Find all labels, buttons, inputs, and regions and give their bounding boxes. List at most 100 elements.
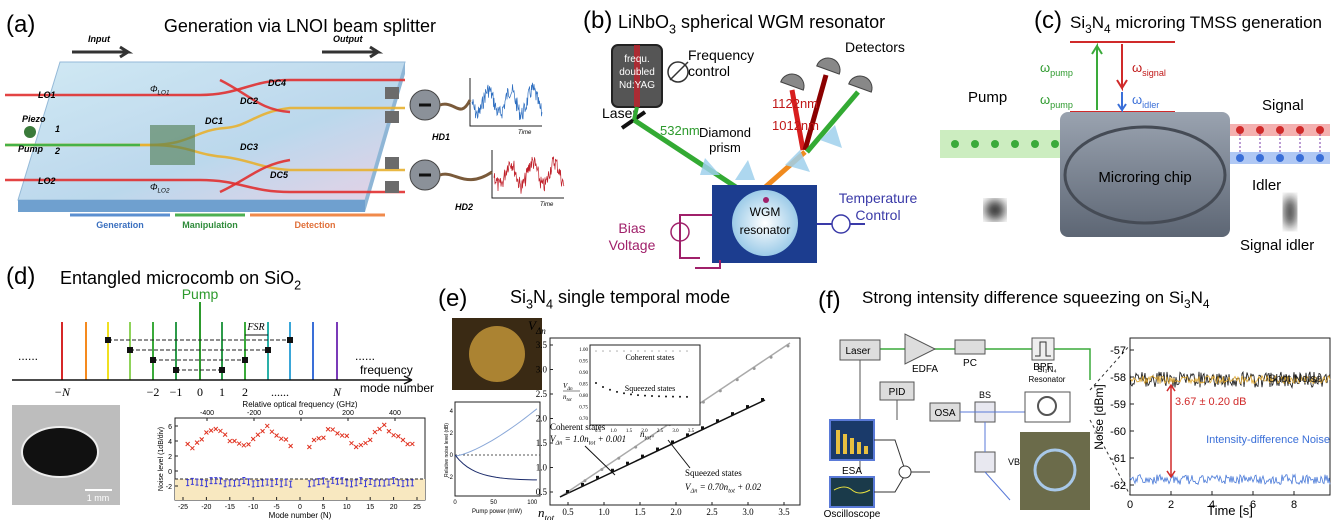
tick-label: 0	[298, 504, 302, 511]
label: Pump	[182, 286, 219, 302]
label: frequ.	[624, 54, 650, 65]
data-point	[195, 441, 199, 445]
label: frequency	[360, 363, 413, 377]
label: Si₃N₄	[1037, 365, 1056, 374]
component	[1032, 338, 1054, 360]
tick-label: 15	[366, 504, 374, 511]
subscript: 4	[546, 297, 553, 311]
text-part: LiNbO	[618, 12, 669, 32]
data-point	[637, 394, 639, 396]
tick-label: 8	[1291, 499, 1297, 511]
label: Nd:YAG	[619, 80, 655, 91]
tick-label: 1.5	[626, 429, 633, 434]
data-point	[595, 350, 597, 352]
data-point	[616, 391, 618, 393]
data-point	[581, 483, 584, 486]
tick-label: 0.75	[579, 406, 588, 411]
tick-label: 4	[168, 439, 172, 446]
tick-label: 3.0	[672, 429, 679, 434]
tick-label: 1.0	[610, 429, 617, 434]
data-point	[396, 434, 400, 438]
label: HD1	[432, 132, 450, 142]
data-point	[261, 429, 265, 433]
data-point	[340, 433, 344, 437]
photon	[1296, 154, 1304, 162]
text-part: N	[1191, 288, 1203, 307]
data-point	[583, 479, 586, 482]
detector-sign	[419, 104, 431, 107]
label: HD2	[455, 202, 473, 212]
panel-label: (f)	[818, 287, 841, 314]
data-point	[247, 442, 251, 446]
photon	[1276, 154, 1284, 162]
label: VΔn	[563, 382, 573, 392]
data-point	[359, 443, 363, 447]
data-point	[746, 405, 749, 408]
label: 1	[55, 124, 60, 134]
subscript: LO1	[158, 90, 170, 97]
label: FSR	[246, 322, 264, 333]
data-point	[617, 457, 620, 460]
data-point	[232, 439, 236, 443]
label: Shot Noise	[1268, 373, 1322, 385]
subscript: Δn	[555, 440, 563, 447]
label: doubled	[619, 67, 655, 78]
tick-label: -25	[178, 504, 188, 511]
tick-label: -58	[1110, 372, 1126, 384]
spectrum-bar	[836, 430, 840, 454]
label: Relative noise level (dB)	[444, 423, 450, 477]
panel-title: Strong intensity difference squeezing on…	[862, 288, 1210, 311]
data-point	[641, 455, 644, 458]
data-point	[665, 396, 667, 398]
tick-label: 1.5	[634, 507, 646, 517]
label: 0	[197, 385, 203, 399]
signal-trace	[472, 83, 542, 120]
data-point	[602, 386, 604, 388]
data-point	[651, 395, 653, 397]
subscript: idler	[1142, 100, 1159, 110]
label: ωidler	[1132, 92, 1159, 110]
data-point	[214, 427, 218, 431]
text-part: microring TMSS generation	[1111, 13, 1322, 32]
label: LO2	[38, 176, 56, 186]
subscript: signal	[1142, 68, 1166, 78]
screen	[830, 477, 874, 507]
label: Noise [dBm]	[1092, 384, 1106, 449]
arrow	[72, 47, 128, 57]
label: ωsignal	[1132, 60, 1166, 78]
tick-label: 2.5	[706, 507, 718, 517]
data-point	[665, 350, 667, 352]
data-point	[719, 389, 722, 392]
data-point	[671, 440, 674, 443]
label: Squeezed states	[625, 384, 675, 393]
spectrum-bar	[850, 438, 854, 454]
data-point	[566, 490, 569, 493]
subscript: pump	[1050, 100, 1073, 110]
tick-label: 100	[527, 500, 538, 506]
label: ntot	[538, 505, 555, 520]
label: PID	[889, 387, 906, 398]
label: Noise level (1dB/div)	[158, 427, 165, 491]
label: Control	[855, 207, 900, 223]
photon	[991, 140, 999, 148]
data-point	[600, 468, 603, 471]
data-point	[637, 350, 639, 352]
subscript: 3	[669, 22, 676, 36]
panel-label: (a)	[6, 11, 35, 38]
text-part: ω	[1132, 92, 1142, 107]
label: Relative optical frequency (GHz)	[242, 400, 357, 409]
data-point	[401, 438, 405, 442]
wire	[874, 440, 930, 492]
data-point	[218, 429, 222, 433]
data-point	[736, 378, 739, 381]
pair-node	[287, 337, 293, 343]
pair-node	[219, 367, 225, 373]
data-point	[204, 431, 208, 435]
panel-title: LiNbO3 spherical WGM resonator	[618, 12, 885, 36]
data-point	[317, 436, 321, 440]
spectrum-bar	[857, 442, 861, 454]
label: Frequency	[688, 47, 754, 63]
label: Temperature	[839, 190, 918, 206]
tick-label: 1.5	[536, 438, 548, 448]
data-point	[242, 443, 246, 447]
